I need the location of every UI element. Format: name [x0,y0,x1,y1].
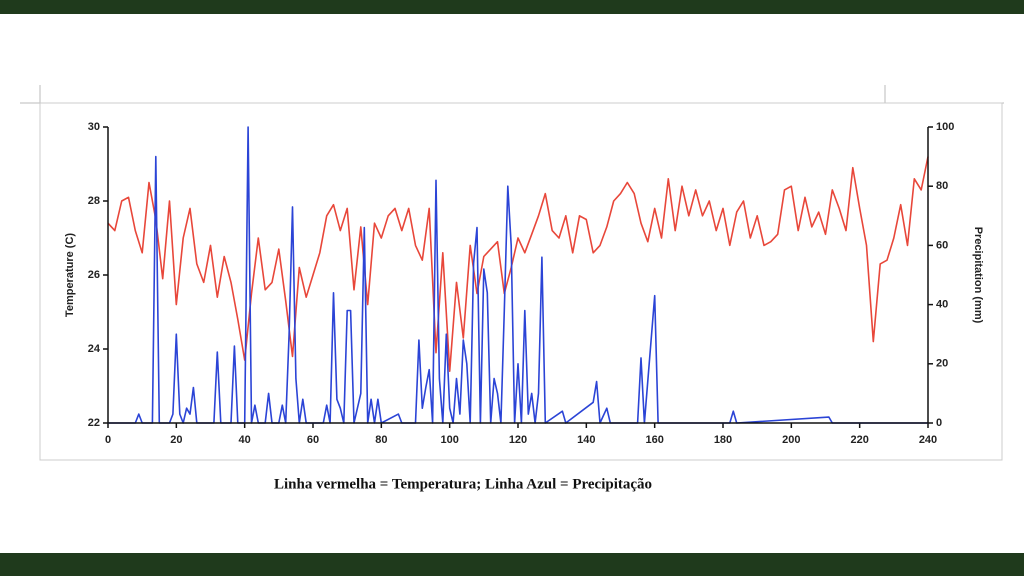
x-tick-label: 40 [239,434,251,446]
y-tick-label: 26 [88,269,100,281]
top-band [0,0,1024,14]
y2-tick-label: 0 [936,417,942,429]
y2-tick-label: 80 [936,180,948,192]
x-tick-label: 160 [645,434,663,446]
y-tick-label: 30 [88,121,100,133]
caption: Linha vermelha = Temperatura; Linha Azul… [274,476,652,492]
x-tick-label: 60 [307,434,319,446]
y-axis-label: Temperature (C) [64,233,76,317]
x-tick-label: 80 [375,434,387,446]
x-tick-label: 100 [440,434,458,446]
data-line [107,156,929,372]
bottom-band [0,553,1024,576]
y2-tick-label: 20 [936,358,948,370]
y2-tick-label: 40 [936,299,948,311]
x-tick-label: 240 [919,434,937,446]
x-tick-label: 120 [509,434,527,446]
x-tick-label: 220 [850,434,868,446]
x-tick-label: 180 [714,434,732,446]
data-line [108,126,928,424]
x-tick-label: 200 [782,434,800,446]
y-tick-label: 24 [88,343,101,355]
x-tick-label: 20 [170,434,182,446]
x-tick-label: 0 [105,434,111,446]
y-tick-label: 28 [88,195,100,207]
y2-tick-label: 60 [936,239,948,251]
y2-tick-label: 100 [936,121,954,133]
chart-frame [39,102,1003,461]
x-tick-label: 140 [577,434,595,446]
y-tick-label: 22 [88,417,100,429]
y2-axis-label: Precipitation (mm) [972,227,984,324]
